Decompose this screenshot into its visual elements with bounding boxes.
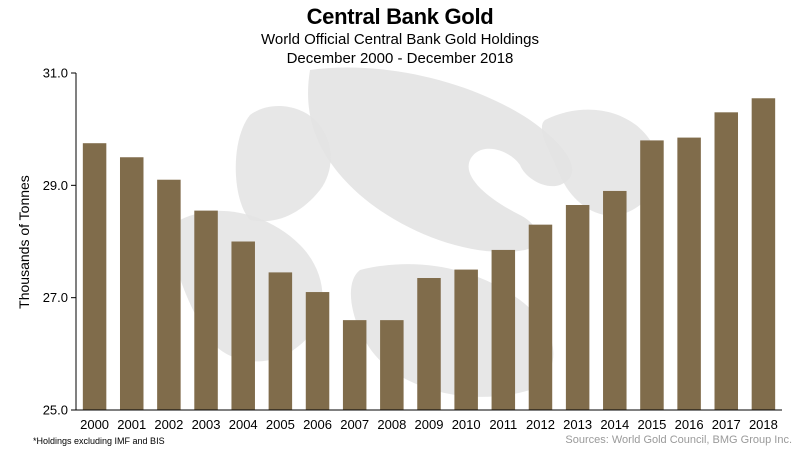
bar-2013	[565, 204, 590, 410]
bar-2000	[82, 143, 107, 410]
x-tick-label-2013: 2013	[563, 417, 592, 432]
chart-date-range: December 2000 - December 2018	[286, 50, 514, 67]
x-tick-label-2006: 2006	[303, 417, 332, 432]
bars-group	[82, 98, 776, 411]
y-tick-label: 25.0	[43, 403, 68, 418]
bar-2009	[417, 278, 441, 410]
bar-2008	[380, 320, 404, 410]
bar-2011	[491, 249, 516, 410]
source-note: Sources: World Gold Council, BMG Group I…	[565, 434, 792, 446]
footnote: *Holdings excluding IMF and BIS	[33, 436, 165, 446]
chart-title: Central Bank Gold	[306, 4, 494, 29]
x-tick-label-2016: 2016	[675, 417, 704, 432]
x-tick-label-2010: 2010	[452, 417, 481, 432]
x-tick-label-2002: 2002	[154, 417, 183, 432]
x-tick-label-2015: 2015	[637, 417, 666, 432]
x-tick-label-2004: 2004	[229, 417, 258, 432]
chart-subtitle: World Official Central Bank Gold Holding…	[261, 31, 539, 48]
x-tick-label-2000: 2000	[80, 417, 109, 432]
y-tick-label: 29.0	[43, 178, 68, 193]
bar-2010	[454, 269, 478, 410]
x-tick-label-2017: 2017	[712, 417, 741, 432]
bar-2006	[305, 292, 330, 410]
bar-2018	[751, 98, 776, 411]
x-tick-label-2005: 2005	[266, 417, 295, 432]
x-tick-label-2003: 2003	[192, 417, 221, 432]
y-tick-label: 27.0	[43, 290, 68, 305]
x-tick-label-2018: 2018	[749, 417, 778, 432]
bar-2007	[342, 320, 367, 410]
y-axis-label: Thousands of Tonnes	[16, 175, 32, 309]
bar-2002	[157, 179, 181, 410]
bar-2017	[714, 112, 739, 410]
x-tick-label-2007: 2007	[340, 417, 369, 432]
bar-2004	[231, 241, 255, 410]
x-tick-label-2014: 2014	[600, 417, 629, 432]
x-tick-label-2001: 2001	[117, 417, 146, 432]
x-tick-label-2009: 2009	[415, 417, 444, 432]
bar-2003	[194, 210, 218, 410]
bar-2014	[603, 190, 627, 410]
x-tick-label-2008: 2008	[377, 417, 406, 432]
bar-2005	[268, 272, 293, 410]
bar-2012	[528, 224, 553, 410]
bar-2015	[640, 140, 664, 410]
y-tick-label: 31.0	[43, 66, 68, 81]
bar-2001	[119, 157, 144, 410]
chart-header: Central Bank Gold World Official Central…	[0, 4, 800, 68]
bar-2016	[677, 137, 701, 410]
x-tick-label-2011: 2011	[489, 417, 517, 432]
x-tick-label-2012: 2012	[526, 417, 555, 432]
axes-group: 2000 2001 2002 2003 2004 2005 2006 2007 2008 2009…	[43, 66, 782, 432]
